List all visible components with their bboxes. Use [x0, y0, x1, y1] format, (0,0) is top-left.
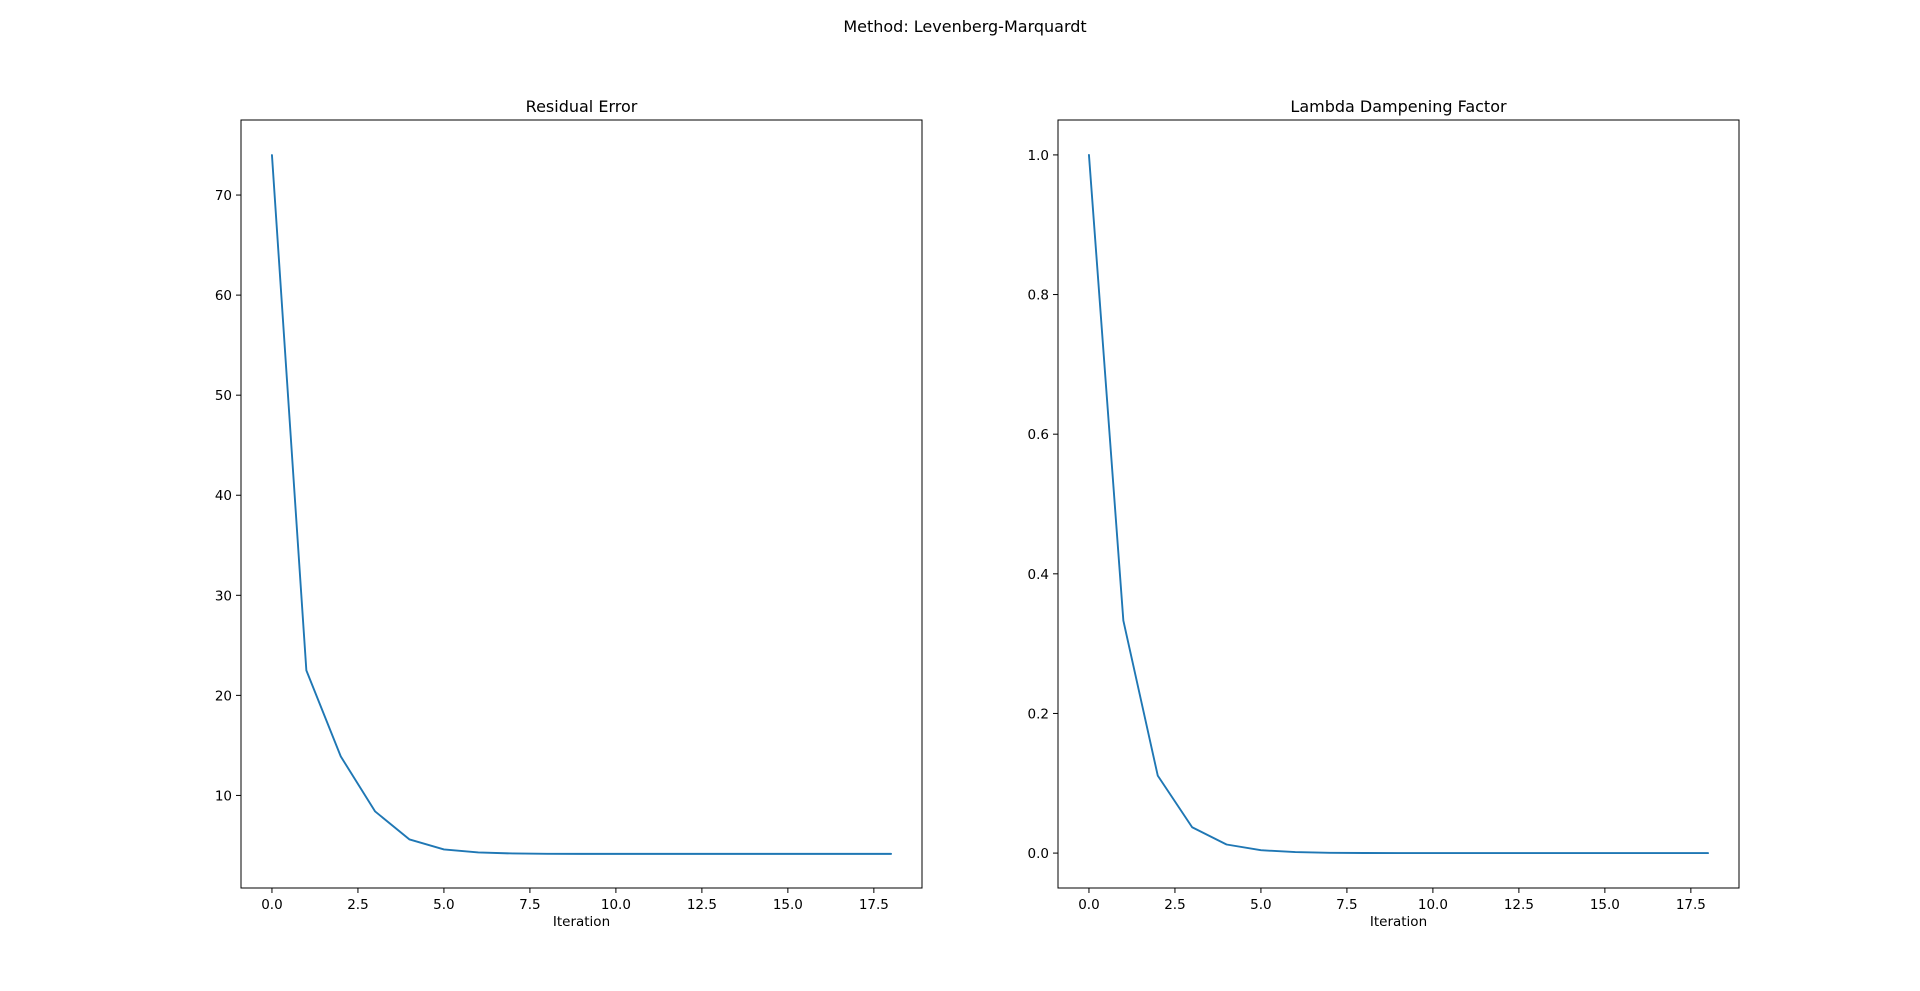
x-tick-label-residual-error: 7.5: [519, 897, 540, 913]
y-tick-label-residual-error: 40: [215, 488, 232, 504]
figure-suptitle: Method: Levenberg-Marquardt: [843, 17, 1086, 36]
x-tick-label-residual-error: 10.0: [601, 897, 631, 913]
y-tick-label-lambda-dampening-factor: 0.0: [1028, 846, 1049, 862]
x-tick-label-lambda-dampening-factor: 7.5: [1336, 897, 1357, 913]
y-tick-label-residual-error: 60: [215, 288, 232, 304]
x-tick-label-lambda-dampening-factor: 10.0: [1418, 897, 1448, 913]
x-tick-label-residual-error: 15.0: [773, 897, 803, 913]
x-tick-label-residual-error: 2.5: [347, 897, 368, 913]
x-axis-label-lambda-dampening-factor: Iteration: [1370, 914, 1427, 930]
y-tick-label-lambda-dampening-factor: 0.6: [1028, 427, 1049, 443]
x-tick-label-residual-error: 17.5: [859, 897, 889, 913]
y-tick-label-residual-error: 10: [215, 788, 232, 804]
x-tick-label-residual-error: 5.0: [433, 897, 454, 913]
axes-lambda-dampening-factor: Lambda Dampening Factor Iteration 0.0 2.5…: [1028, 97, 1740, 930]
axes-frame-lambda-dampening-factor: [1057, 119, 1740, 889]
axes-title-residual-error: Residual Error: [526, 97, 638, 116]
y-tick-label-residual-error: 70: [215, 188, 232, 204]
y-tick-label-residual-error: 50: [215, 388, 232, 404]
x-tick-label-residual-error: 12.5: [687, 897, 717, 913]
y-tick-label-residual-error: 30: [215, 588, 232, 604]
series-line-lambda-dampening-factor: [1087, 153, 1710, 855]
x-tick-label-lambda-dampening-factor: 15.0: [1590, 897, 1620, 913]
series-line-residual-error: [271, 154, 892, 855]
x-tick-label-lambda-dampening-factor: 12.5: [1504, 897, 1534, 913]
axes-title-lambda-dampening-factor: Lambda Dampening Factor: [1290, 97, 1507, 116]
x-axis-label-residual-error: Iteration: [553, 914, 610, 930]
axes-frame-residual-error: [240, 119, 923, 889]
x-tick-label-lambda-dampening-factor: 5.0: [1250, 897, 1271, 913]
y-tick-label-lambda-dampening-factor: 0.8: [1028, 288, 1049, 304]
x-tick-label-lambda-dampening-factor: 2.5: [1164, 897, 1185, 913]
y-tick-label-residual-error: 20: [215, 688, 232, 704]
x-tick-label-residual-error: 0.0: [261, 897, 282, 913]
y-tick-label-lambda-dampening-factor: 0.4: [1028, 567, 1049, 583]
y-tick-label-lambda-dampening-factor: 0.2: [1028, 706, 1049, 722]
axes-residual-error: Residual Error Iteration 0.0 2.5 5.0 7.5 10.…: [215, 97, 923, 930]
x-tick-label-lambda-dampening-factor: 17.5: [1676, 897, 1706, 913]
y-tick-label-lambda-dampening-factor: 1.0: [1028, 148, 1049, 164]
x-tick-label-lambda-dampening-factor: 0.0: [1078, 897, 1099, 913]
